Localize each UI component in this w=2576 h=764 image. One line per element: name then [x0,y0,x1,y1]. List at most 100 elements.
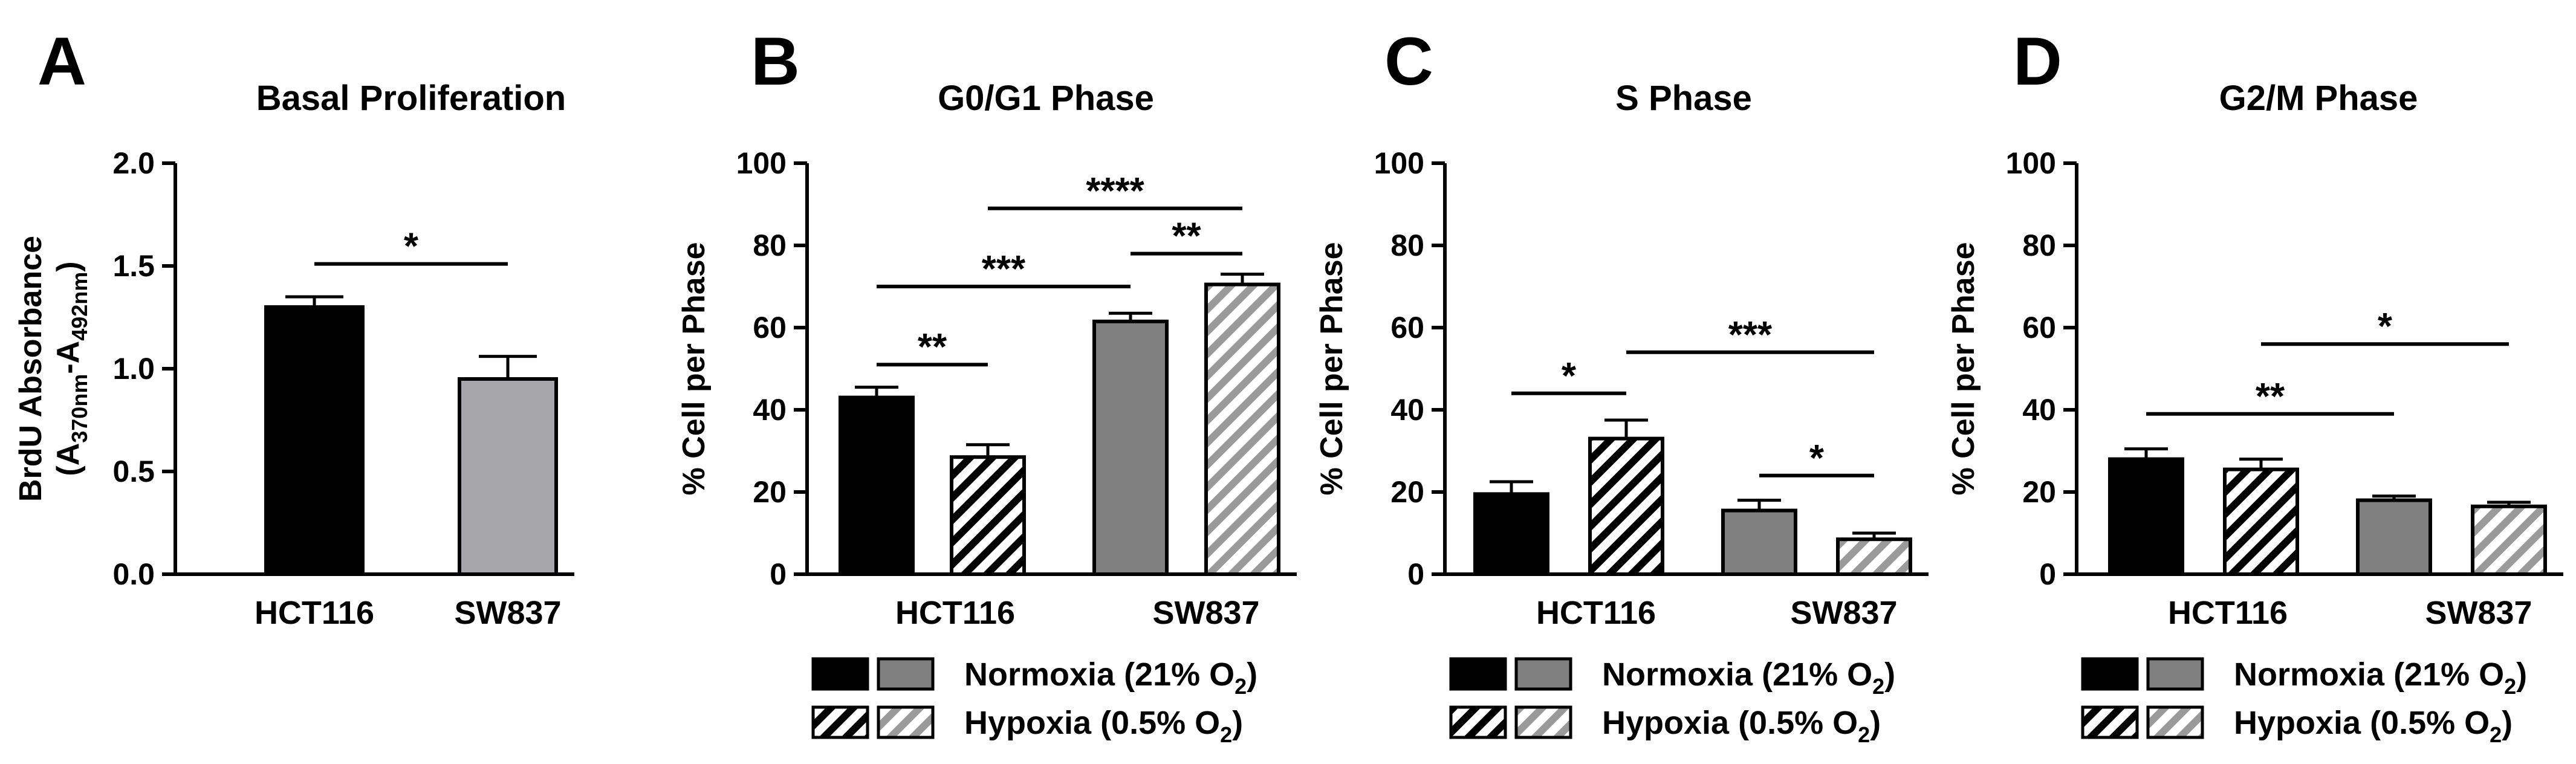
panel-letter: B [751,24,800,99]
category-label: HCT116 [2168,595,2288,631]
significance-label: * [1562,355,1577,397]
legend-normoxia-swatch-hct116 [1449,657,1507,691]
panel-title: S Phase [1615,79,1752,118]
legend-hypoxia-label-part: Hypoxia (0.5% O [964,705,1220,741]
legend-hypoxia-label-part: ) [1232,705,1243,741]
bar [458,377,558,576]
panel-letter: C [1384,24,1433,99]
legend-normoxia-label-part: 2 [1872,674,1884,699]
bar [1092,319,1169,576]
legend-hypoxia-label-part: 2 [1220,722,1232,747]
significance-label: *** [982,248,1026,290]
legend-normoxia-label-part: Normoxia (21% O [2234,656,2504,693]
legend-hypoxia-label: Hypoxia (0.5% O2) [2234,705,2513,747]
panel-a: A Basal Proliferation 0.0 0.5 1.0 1.5 2.0 HCT11… [13,24,574,631]
legend-normoxia-swatch-sw837 [877,657,935,691]
legend-hypoxia-label: Hypoxia (0.5% O2) [1602,705,1881,747]
category-label: SW837 [1790,595,1897,631]
legend-normoxia-swatch-hct116 [811,657,869,691]
y-tick-label: 100 [736,146,787,180]
legend-normoxia-swatch-sw837 [1514,657,1572,691]
legend-hypoxia-label-part: Hypoxia (0.5% O [2234,705,2490,741]
y-tick-label: 40 [1390,393,1424,427]
y-axis-label-formula-part: 370nm [67,374,92,443]
bar [1473,492,1549,577]
significance-label: ** [2256,376,2285,418]
legend-normoxia-label: Normoxia (21% O2) [1602,656,1895,699]
y-tick-label: 80 [2022,228,2056,262]
significance-label: ** [1172,216,1201,257]
category-label: HCT116 [255,595,374,631]
category-label: HCT116 [1536,595,1656,631]
category-label: SW837 [454,595,561,631]
category-label: SW837 [1152,595,1259,631]
panel-title: G2/M Phase [2219,79,2418,118]
y-tick-label: 1.5 [112,249,155,283]
bar [2108,457,2184,576]
y-tick-label: 60 [2022,311,2056,345]
significance-label: **** [1086,170,1144,212]
legend-hypoxia-swatch-sw837 [1514,705,1572,739]
panel-letter: A [37,24,86,99]
bar [950,455,1026,577]
legend-normoxia-label-part: Normoxia (21% O [1602,656,1872,693]
y-tick-label: 20 [1390,475,1424,509]
y-tick-label: 40 [2022,393,2056,427]
bar [264,305,365,576]
legend-normoxia-label-part: 2 [1234,674,1247,699]
y-tick-label: 1.0 [112,352,155,386]
bar [1721,508,1797,576]
y-axis-label-formula-part: ) [51,261,86,271]
significance-label: * [2378,306,2393,348]
bar [2471,504,2547,576]
legend-hypoxia-swatch-hct116 [811,705,869,739]
legend-hypoxia-label-part: ) [2502,705,2513,741]
bar [2223,467,2299,576]
legend-normoxia-swatch-hct116 [2081,657,2139,691]
y-tick-label: 0 [770,557,787,591]
y-axis-label: % Cell per Phase [676,242,712,495]
y-tick-label: 40 [753,393,787,427]
legend-normoxia-label: Normoxia (21% O2) [2234,656,2527,699]
y-tick-label: 100 [2006,146,2056,180]
legend-hypoxia-swatch-sw837 [877,705,935,739]
significance-label: * [404,226,419,268]
legend-hypoxia-swatch-hct116 [1449,705,1507,739]
significance-label: *** [1728,314,1773,356]
y-axis-label-formula-part: (A [51,443,86,476]
y-axis-label-formula-part: -A [51,341,86,374]
y-tick-label: 20 [2022,475,2056,509]
y-axis-label-formula: (A370nm-A492nm) [51,261,92,476]
legend-normoxia-label-part: Normoxia (21% O [964,656,1234,693]
legend-normoxia-label-part: 2 [2504,674,2516,699]
legend-hypoxia-label: Hypoxia (0.5% O2) [964,705,1243,747]
category-label: HCT116 [895,595,1015,631]
legend-normoxia-label-part: ) [1884,656,1895,693]
bar [1204,282,1280,576]
y-tick-label: 0 [1407,557,1424,591]
y-axis-label: % Cell per Phase [1946,242,1981,495]
y-tick-label: 80 [1390,228,1424,262]
legend-normoxia-label-part: ) [2516,656,2527,693]
y-tick-label: 80 [753,228,787,262]
bar [2356,498,2432,576]
significance-label: * [1809,438,1825,479]
y-axis-label: % Cell per Phase [1314,242,1349,495]
legend-hypoxia-label-part: ) [1870,705,1881,741]
panel-title: Basal Proliferation [256,79,566,118]
bar [839,395,915,576]
y-tick-label: 20 [753,475,787,509]
legend-hypoxia-swatch-hct116 [2081,705,2139,739]
y-tick-label: 60 [753,311,787,345]
y-tick-label: 2.0 [112,146,155,180]
significance-label: ** [918,326,947,368]
legend-hypoxia-label-part: Hypoxia (0.5% O [1602,705,1858,741]
y-tick-label: 0.0 [112,557,155,591]
legend-hypoxia-label-part: 2 [2490,722,2502,747]
bar [1836,537,1912,577]
panel-title: G0/G1 Phase [938,79,1154,118]
legend-hypoxia-label-part: 2 [1858,722,1870,747]
